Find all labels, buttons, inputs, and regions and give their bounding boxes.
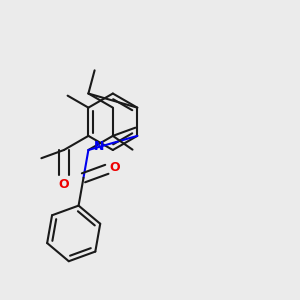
Text: O: O [110,161,120,174]
Text: O: O [58,178,69,191]
Text: N: N [94,140,104,153]
